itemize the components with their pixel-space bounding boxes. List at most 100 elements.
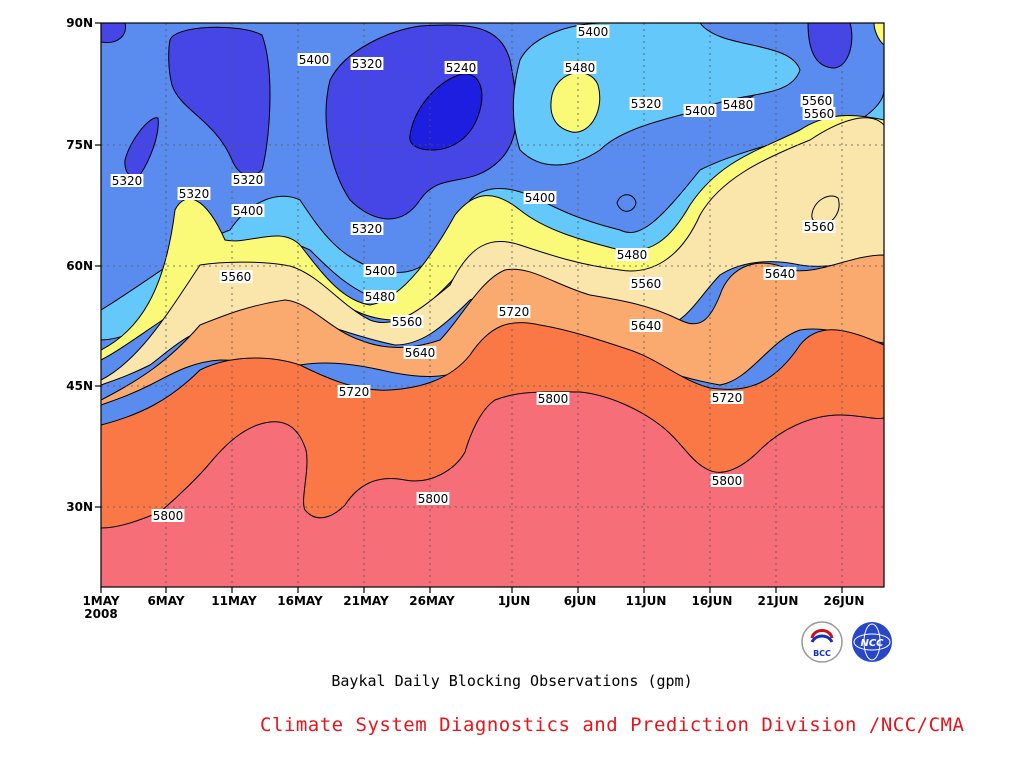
contour-label-bg [337,385,371,398]
contour-label-bg [763,267,797,280]
contour-label: 5480 [565,61,596,75]
logos: BCC NCC [801,621,892,663]
contour-label: 5800 [712,474,743,488]
contour-label-bg [151,509,185,522]
contour-label-bg [403,346,437,359]
contour-label-bg [231,204,265,217]
contour-label-bg [390,315,424,328]
contour-label-bg [363,264,397,277]
contour-label: 5400 [233,204,264,218]
contour-chart: 90N 75N 60N 45N 30N 1MAY 6MAY 11MAY 16MA… [66,16,885,621]
x-tick-label: 26JUN [824,594,865,608]
axis-ticks [95,22,843,593]
contour-label: 5240 [446,61,477,75]
contour-label: 5720 [499,305,530,319]
contour-label: 5720 [712,391,743,405]
y-tick-labels: 90N 75N 60N 45N 30N [66,16,93,514]
contour-label: 5800 [538,392,569,406]
contour-label-bg [177,187,211,200]
contour-label: 5800 [418,492,449,506]
contour-label-bg [497,305,531,318]
x-tick-label: 6MAY [147,594,184,608]
contour-label-bg [629,277,663,290]
contour-label: 5320 [631,97,662,111]
contour-label-bg [297,53,331,66]
svg-text:NCC: NCC [860,638,884,649]
y-tick-label: 30N [66,500,93,514]
band-5320-dot [616,194,637,212]
contour-label-bg [350,222,384,235]
contour-label: 5400 [299,53,330,67]
contour-label-bg [710,391,744,404]
contour-label: 5320 [352,222,383,236]
contour-label: 5480 [723,98,754,112]
contour-label: 5320 [352,57,383,71]
contour-label-bg [563,61,597,74]
contour-label: 5480 [365,290,396,304]
x-tick-label: 11JUN [626,594,667,608]
band-below-5320-d [807,23,853,69]
contour-label-bg [110,174,144,187]
contour-labels: 5400 5480 5560 5640 5720 5800 5320 5240 5400 5320… [110,25,836,523]
contour-label-bg [536,392,570,405]
x-tick-label: 26MAY [409,594,455,608]
contour-label-bg [523,191,557,204]
contour-label-bg [710,474,744,487]
contour-label-bg [576,25,610,38]
plot-frame [100,22,885,588]
contour-label-bg [683,104,717,117]
svg-text:BCC: BCC [813,649,831,658]
contour-label: 5640 [765,267,796,281]
ncc-logo: NCC [852,622,892,662]
contour-label-bg [802,107,836,120]
x-tick-label: 1JUN [498,594,531,608]
contour-label-bg [219,270,253,283]
contour-label-bg [629,97,663,110]
chart-caption: Baykal Daily Blocking Observations (gpm) [331,672,693,690]
y-tick-label: 45N [66,379,93,393]
credit-line: Climate System Diagnostics and Predictio… [260,714,965,736]
contour-label: 5720 [339,385,370,399]
contour-label: 5480 [617,248,648,262]
x-tick-label: 16JUN [692,594,733,608]
contour-label: 5400 [525,191,556,205]
contour-label: 5560 [631,277,662,291]
band-below-5320-e [124,117,159,177]
band-above-5800 [101,391,884,587]
contour-label: 5800 [153,509,184,523]
contour-label-bg [231,173,265,186]
contour-label-bg [615,248,649,261]
contour-label-bg [721,98,755,111]
x-tick-label: 16MAY [277,594,323,608]
contour-label: 5560 [804,107,835,121]
contour-label-bg [444,61,478,74]
y-tick-label: 60N [66,259,93,273]
contour-label: 5640 [405,346,436,360]
contour-label: 5560 [221,270,252,284]
y-tick-label: 90N [66,16,93,30]
contour-label-bg [416,492,450,505]
contour-label: 5560 [802,94,833,108]
x-year-label: 2008 [84,607,117,621]
x-tick-labels: 1MAY 6MAY 11MAY 16MAY 21MAY 26MAY 1JUN 6… [82,594,864,621]
contour-label: 5320 [233,173,264,187]
x-tick-label: 11MAY [211,594,257,608]
contour-label: 5320 [179,187,210,201]
band-below-5240 [409,73,483,151]
contour-label: 5560 [804,220,835,234]
contour-label: 5400 [578,25,609,39]
contour-label: 5640 [631,319,662,333]
bcc-logo: BCC [801,621,843,663]
band-5480-corner [873,23,884,46]
contour-label-bg [802,220,836,233]
contour-label-bg [350,57,384,70]
x-tick-label: 1MAY [82,594,119,608]
contour-label: 5320 [112,174,143,188]
x-tick-label: 21JUN [758,594,799,608]
contour-label: 5400 [365,264,396,278]
contour-label: 5560 [392,315,423,329]
x-tick-label: 6JUN [564,594,597,608]
y-tick-label: 75N [66,138,93,152]
contour-label: 5400 [685,104,716,118]
contour-fills [101,23,884,587]
